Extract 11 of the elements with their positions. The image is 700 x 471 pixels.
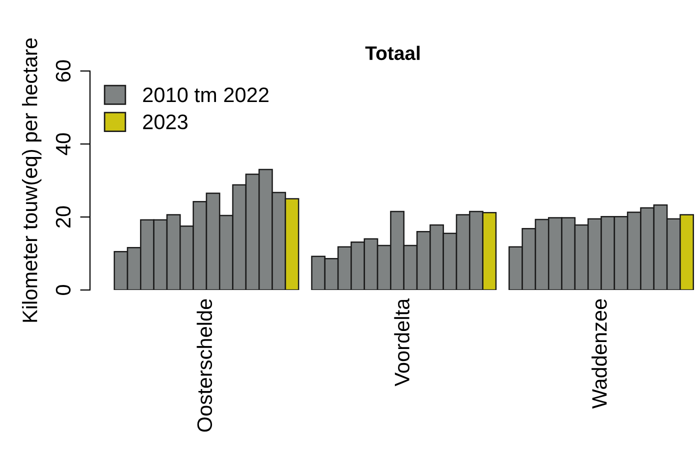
chart-title: Totaal xyxy=(365,46,420,60)
x-tick-label: Voordelta xyxy=(394,298,410,386)
y-tick-label: 0 xyxy=(56,285,71,295)
y-axis-title: Kilometer touw(eq) per hectare xyxy=(22,38,42,322)
y-tick-label: 20 xyxy=(56,206,71,228)
y-tick-label: 40 xyxy=(56,133,71,156)
legend-label: 2023 xyxy=(143,114,188,130)
x-tick-label: Oosterschelde xyxy=(196,299,212,432)
y-tick-label: 60 xyxy=(56,60,71,82)
x-tick-label: Waddenzee xyxy=(592,299,607,409)
legend-label: 2010 tm 2022 xyxy=(143,87,268,102)
